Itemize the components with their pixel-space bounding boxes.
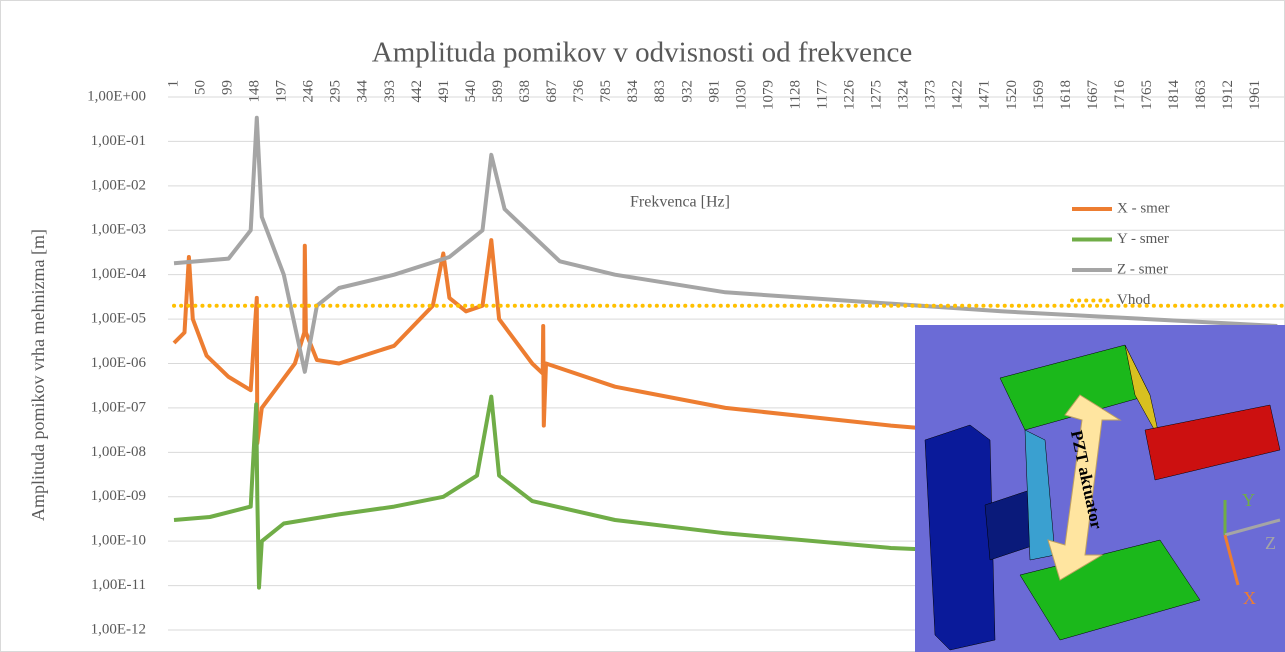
x-tick-label: 1569 xyxy=(1031,80,1047,110)
x-tick-label: 638 xyxy=(517,80,533,103)
inset-image: PZT aktuator Y Z X xyxy=(915,325,1285,652)
x-axis-label: Frekvenca [Hz] xyxy=(630,194,730,211)
x-tick-label: 1226 xyxy=(842,80,858,111)
y-tick-label: 1,00E-09 xyxy=(91,488,146,504)
chart: Amplituda pomikov v odvisnosti od frekve… xyxy=(0,0,1285,652)
legend-label: Z - smer xyxy=(1117,261,1168,277)
x-tick-label: 148 xyxy=(247,80,263,103)
y-tick-label: 1,00E-02 xyxy=(91,177,146,193)
chart-title: Amplituda pomikov v odvisnosti od frekve… xyxy=(372,37,912,69)
x-tick-label: 1128 xyxy=(787,80,803,109)
x-tick-label: 99 xyxy=(220,80,236,95)
x-tick-label: 50 xyxy=(192,80,208,95)
x-tick-label: 1912 xyxy=(1220,80,1236,110)
x-tick-label: 1618 xyxy=(1058,80,1074,110)
x-tick-label: 1961 xyxy=(1247,80,1263,110)
y-tick-label: 1,00E-04 xyxy=(91,266,147,282)
axis-name: X xyxy=(1243,588,1256,608)
y-tick-label: 1,00E+00 xyxy=(87,88,146,104)
x-tick-label: 491 xyxy=(436,80,452,103)
y-tick-label: 1,00E-11 xyxy=(91,577,146,593)
y-tick-label: 1,00E-06 xyxy=(91,355,147,371)
x-tick-label: 540 xyxy=(463,80,479,103)
y-tick-label: 1,00E-07 xyxy=(91,399,147,415)
y-tick-label: 1,00E-10 xyxy=(91,533,146,549)
x-tick-label: 197 xyxy=(274,80,290,103)
x-tick-label: 1520 xyxy=(1004,80,1020,110)
x-tick-label: 1422 xyxy=(950,80,966,110)
x-tick-label: 932 xyxy=(679,80,695,103)
x-tick-label: 344 xyxy=(355,80,371,103)
x-tick-label: 1079 xyxy=(760,80,776,110)
x-tick-label: 589 xyxy=(490,80,506,103)
x-tick-label: 393 xyxy=(382,80,398,103)
x-tick-label: 1765 xyxy=(1139,80,1155,110)
x-tick-label: 1863 xyxy=(1193,80,1209,110)
y-tick-label: 1,00E-12 xyxy=(91,621,146,637)
x-tick-label: 1177 xyxy=(814,80,830,110)
y-tick-label: 1,00E-01 xyxy=(91,133,146,149)
x-tick-label: 687 xyxy=(544,80,560,103)
x-tick-label: 1 xyxy=(165,80,181,88)
x-tick-label: 1471 xyxy=(977,80,993,110)
x-tick-label: 1030 xyxy=(733,80,749,110)
x-tick-label: 295 xyxy=(328,80,344,103)
legend-label: Vhod xyxy=(1117,292,1151,308)
y-tick-label: 1,00E-08 xyxy=(91,444,146,460)
x-tick-label: 1324 xyxy=(896,80,912,111)
x-tick-label: 246 xyxy=(301,80,317,103)
y-axis-label: Amplituda pomikov vrha mehnizma [m] xyxy=(28,229,48,521)
x-tick-label: 1373 xyxy=(923,80,939,110)
legend-label: X - smer xyxy=(1117,200,1170,216)
x-tick-label: 883 xyxy=(652,80,668,103)
y-tick-label: 1,00E-05 xyxy=(91,311,146,327)
x-tick-label: 1275 xyxy=(869,80,885,110)
legend-label: Y - smer xyxy=(1117,231,1169,247)
axis-name: Y xyxy=(1242,490,1255,510)
x-tick-label: 1667 xyxy=(1085,80,1101,111)
x-tick-label: 442 xyxy=(409,80,425,103)
x-tick-label: 785 xyxy=(598,80,614,103)
axis-name: Z xyxy=(1265,533,1276,553)
x-tick-label: 736 xyxy=(571,80,587,103)
block xyxy=(925,425,995,650)
x-tick-label: 1814 xyxy=(1166,80,1182,111)
x-tick-label: 1716 xyxy=(1112,80,1128,111)
x-tick-label: 981 xyxy=(706,80,722,103)
x-tick-label: 834 xyxy=(625,80,641,103)
y-tick-label: 1,00E-03 xyxy=(91,222,146,238)
